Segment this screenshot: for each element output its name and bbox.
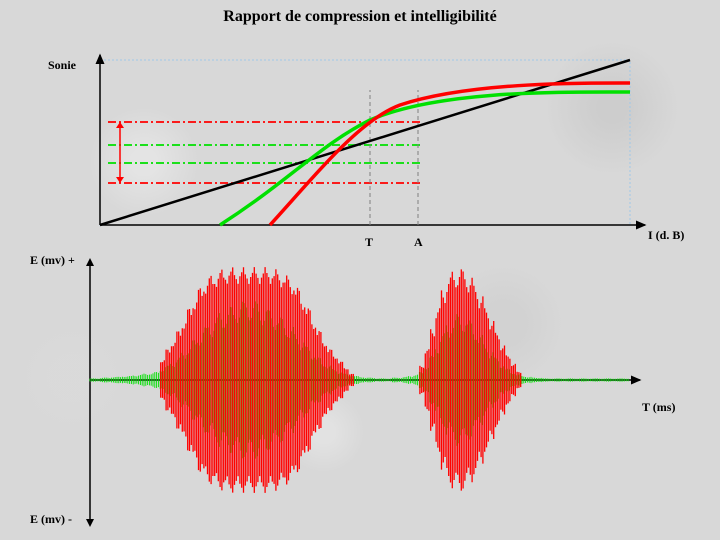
waveform-chart — [0, 240, 720, 540]
y-axis-label-sonie: Sonie — [48, 58, 76, 73]
y-pos-label: E (mv) + — [30, 253, 75, 268]
top-compression-chart — [0, 0, 720, 260]
y-neg-label: E (mv) - — [30, 512, 72, 527]
x-axis-label-tms: T (ms) — [642, 400, 675, 415]
